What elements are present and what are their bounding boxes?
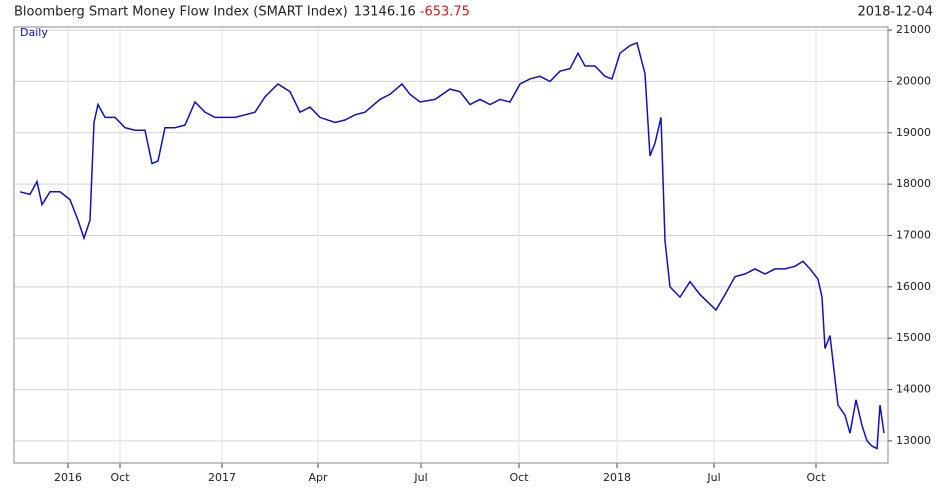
x-tick-label: 2018 (603, 471, 631, 484)
y-tick-label: 19000 (896, 126, 931, 139)
x-tick-label: Oct (509, 471, 529, 484)
line (19, 41, 885, 450)
x-tick-label: 2017 (208, 471, 236, 484)
x-tick-label: 2016 (54, 471, 82, 484)
y-tick-label: 17000 (896, 228, 931, 241)
x-tick-label: Apr (308, 471, 328, 484)
y-tick-label: 14000 (896, 383, 931, 396)
y-tick-label: 15000 (896, 331, 931, 344)
change: -653.75 (420, 5, 470, 20)
y-tick-label: 16000 (896, 280, 931, 293)
x-tick-label: Oct (806, 471, 826, 484)
y-tick-label: 21000 (896, 23, 931, 36)
x-tick-label: Jul (706, 471, 720, 484)
period-label: Daily (20, 26, 48, 39)
last-value: 13146.16 (354, 5, 416, 20)
chart-title: Bloomberg Smart Money Flow Index (SMART … (14, 5, 348, 20)
x-tick-label: Jul (413, 471, 427, 484)
date: 2018-12-04 (857, 5, 933, 20)
y-tick-label: 20000 (896, 74, 931, 87)
y-tick-label: 13000 (896, 434, 931, 447)
y-tick-label: 18000 (896, 177, 931, 190)
plot-frame (13, 26, 889, 464)
x-tick-label: Oct (110, 471, 130, 484)
